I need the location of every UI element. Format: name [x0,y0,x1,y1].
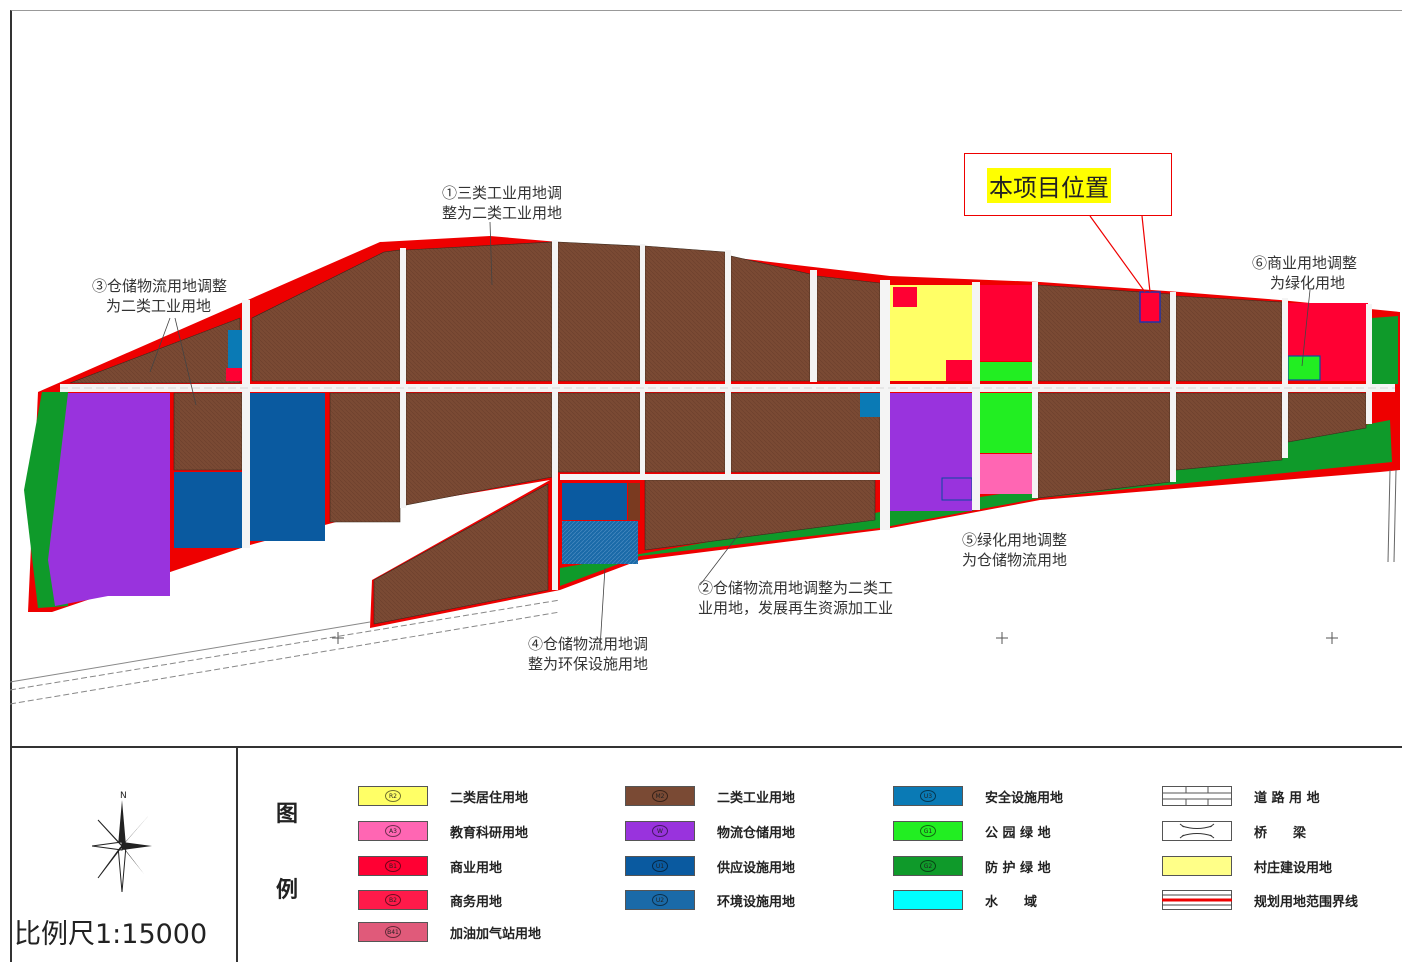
north-label: N [120,791,127,801]
note-3-line-2: 为二类工业用地 [106,297,212,315]
legend-label: 商务用地 [450,895,503,910]
legend-label: 安全设施用地 [985,791,1064,806]
road-symbol-icon [1162,786,1232,806]
legend-label: 二类工业用地 [717,791,796,806]
legend-label: 桥 梁 [1254,826,1307,841]
east-road-2 [1393,469,1397,563]
railway-lines [9,599,561,705]
note-2: ②仓储物流用地调整为二类工 业用地，发展再生资源加工业 [698,578,893,618]
scale-label: 比例尺1:15000 [14,919,208,950]
legend-label: 村庄建设用地 [1254,861,1333,876]
legend-swatch: M2 [625,786,695,806]
education-block [980,454,1032,494]
commercial-block [980,285,1032,361]
legend-label: 商业用地 [450,861,503,876]
legend-title-bottom: 例 [276,878,299,903]
supply-block-3 [562,483,627,520]
legend-label: 教育科研用地 [450,826,529,841]
park-block-1 [980,362,1032,381]
bridge-symbol-icon [1162,821,1232,841]
legend-swatch: G2 [893,856,963,876]
supply-block-2 [250,393,325,541]
brick-block [628,483,640,520]
project-location-label: 本项目位置 [987,168,1111,203]
legend-label: 物流仓储用地 [717,826,796,841]
legend-swatch: A3 [358,821,428,841]
map-frame [10,10,1402,962]
commercial-small-2 [946,360,972,381]
legend-label: 二类居住用地 [450,791,529,806]
environmental-block [562,521,638,564]
safety-block [228,330,242,368]
legend-label: 防 护 绿 地 [985,861,1051,876]
protective-green-east [1372,316,1398,384]
commercial-small-3 [226,368,242,381]
legend-swatch: G1 [893,821,963,841]
note-2-line-1: ②仓储物流用地调整为二类工 [698,579,894,597]
legend-swatch: B41 [358,922,428,942]
note-1-line-2: 整为二类工业用地 [442,204,563,222]
note-leaders [149,221,1311,649]
east-road [1387,469,1391,563]
note-1-line-1: ①三类工业用地调 [442,184,563,202]
supply-block-1 [174,472,242,548]
note-6: ⑥商业用地调整 为绿化用地 [1252,253,1357,293]
legend-title-top: 图 [276,802,299,827]
legend-swatch: W [625,821,695,841]
legend-label: 供应设施用地 [717,861,796,876]
legend-swatch: U3 [893,786,963,806]
note-6-line-1: ⑥商业用地调整 [1252,254,1358,272]
note-3: ③仓储物流用地调整 为二类工业用地 [92,276,227,316]
north-arrow-icon: N [92,791,152,893]
boundary-symbol-icon [1162,890,1232,910]
legend-swatch: B2 [358,890,428,910]
land-use-map [9,215,1400,705]
note-1: ①三类工业用地调 整为二类工业用地 [442,183,562,223]
legend-swatch: R2 [358,786,428,806]
note-5: ⑤绿化用地调整 为仓储物流用地 [962,530,1067,570]
note-6-line-2: 为绿化用地 [1270,274,1346,292]
note-5-line-2: 为仓储物流用地 [962,551,1068,569]
legend-swatch: B1 [358,856,428,876]
safety-block-2 [860,393,880,417]
legend-label: 水 域 [985,895,1038,910]
note-4: ④仓储物流用地调 整为环保设施用地 [528,634,648,674]
legend-swatch: U1 [625,856,695,876]
legend-swatch: U2 [625,890,695,910]
legend-label: 加油加气站用地 [450,927,542,942]
callout-leaders [1089,215,1151,293]
commercial-small-1 [893,287,917,307]
project-site-marker[interactable] [1139,291,1161,323]
logistics-west [48,393,170,606]
legend-label: 公 园 绿 地 [985,826,1051,841]
legend-label: 环境设施用地 [717,895,796,910]
logistics-small [941,477,973,501]
note-2-line-2: 业用地，发展再生资源加工业 [698,599,894,617]
note-5-line-1: ⑤绿化用地调整 [962,531,1068,549]
legend-panel [10,746,1402,962]
industrial-blocks [69,241,1367,625]
note-4-line-1: ④仓储物流用地调 [528,635,649,653]
scale-panel: N [10,746,238,962]
note-3-line-1: ③仓储物流用地调整 [92,277,228,295]
park-block-2 [980,393,1032,453]
park-east [1287,355,1321,381]
grid-crosses [332,632,1338,644]
legend-label: 道 路 用 地 [1254,791,1320,806]
legend-swatch [893,890,963,910]
legend-swatch [1162,856,1232,876]
note-4-line-2: 整为环保设施用地 [528,655,649,673]
legend-label: 规划用地范围界线 [1254,895,1359,910]
